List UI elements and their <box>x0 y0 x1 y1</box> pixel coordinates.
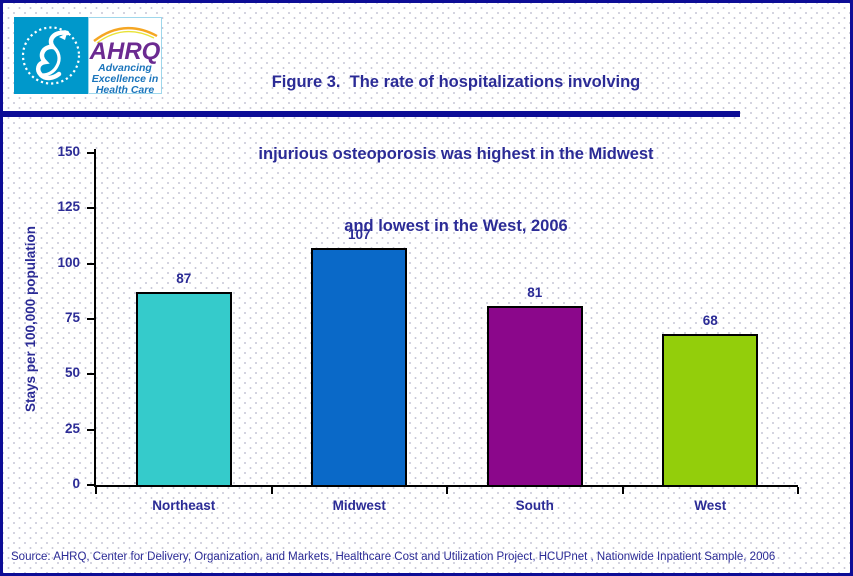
header-divider <box>3 111 740 117</box>
y-tick-mark <box>87 373 94 376</box>
rainbow-arc-icon <box>93 26 158 42</box>
x-axis-label: West <box>694 498 727 513</box>
y-tick-mark <box>87 152 94 154</box>
ahrq-logo: AHRQ Advancing Excellence in Health Care <box>14 17 162 96</box>
x-tick-mark <box>621 487 624 494</box>
ahrq-logo-background <box>88 17 162 94</box>
x-tick-mark <box>95 487 97 494</box>
y-axis-line <box>94 149 96 487</box>
y-tick-label: 125 <box>57 199 80 215</box>
x-axis-label: South <box>515 498 554 513</box>
bar-value-label: 87 <box>176 271 192 287</box>
bar-value-label: 68 <box>702 313 718 329</box>
bar-northeast <box>135 292 232 485</box>
y-tick-label: 100 <box>57 254 80 270</box>
x-tick-mark <box>797 487 799 494</box>
rainbow-arc-inner <box>96 30 155 44</box>
figure-title-line2: injurious osteoporosis was highest in th… <box>258 145 654 163</box>
bar-chart: 0 25 50 75 100 125 150 87 Northeast 107 Midwest 81 S… <box>3 3 850 573</box>
hhs-eagle-icon <box>21 26 81 85</box>
x-tick-mark <box>270 487 273 494</box>
y-tick-label: 50 <box>64 365 80 381</box>
y-tick-mark <box>87 262 94 265</box>
figure-title-line1: Figure 3. The rate of hospitalizations i… <box>271 73 641 91</box>
y-tick-label: 25 <box>64 420 80 436</box>
x-axis-line <box>94 485 798 487</box>
ahrq-tagline-line2: Excellence in <box>92 73 159 85</box>
bar-value-label: 107 <box>347 227 371 243</box>
y-tick-mark <box>87 484 94 486</box>
figure-title-line3: and lowest in the West, 2006 <box>344 217 568 235</box>
ahrq-logo-graphic: AHRQ Advancing Excellence in Health Care <box>14 17 162 96</box>
y-tick-label: 150 <box>57 144 80 159</box>
figure-title: Figure 3. The rate of hospitalizations i… <box>170 22 742 286</box>
ahrq-tagline-line1: Advancing <box>97 62 152 74</box>
bar-value-label: 81 <box>527 284 543 300</box>
y-tick-mark <box>87 428 94 431</box>
y-tick-mark <box>87 207 94 210</box>
x-axis-label: Northeast <box>152 498 216 513</box>
bar-west <box>662 334 759 485</box>
y-tick-mark <box>87 318 94 320</box>
x-tick-mark <box>446 487 448 494</box>
ahrq-tagline-line3: Health Care <box>96 84 155 94</box>
x-axis-label: Midwest <box>332 498 386 513</box>
ahrq-brand-text: AHRQ <box>89 38 161 65</box>
source-note: Source: AHRQ, Center for Delivery, Organ… <box>11 551 776 563</box>
y-tick-label: 75 <box>64 310 80 325</box>
y-tick-label: 0 <box>72 476 80 491</box>
bar-south <box>486 305 583 485</box>
hhs-logo-background <box>14 17 88 94</box>
bar-midwest <box>311 248 408 485</box>
